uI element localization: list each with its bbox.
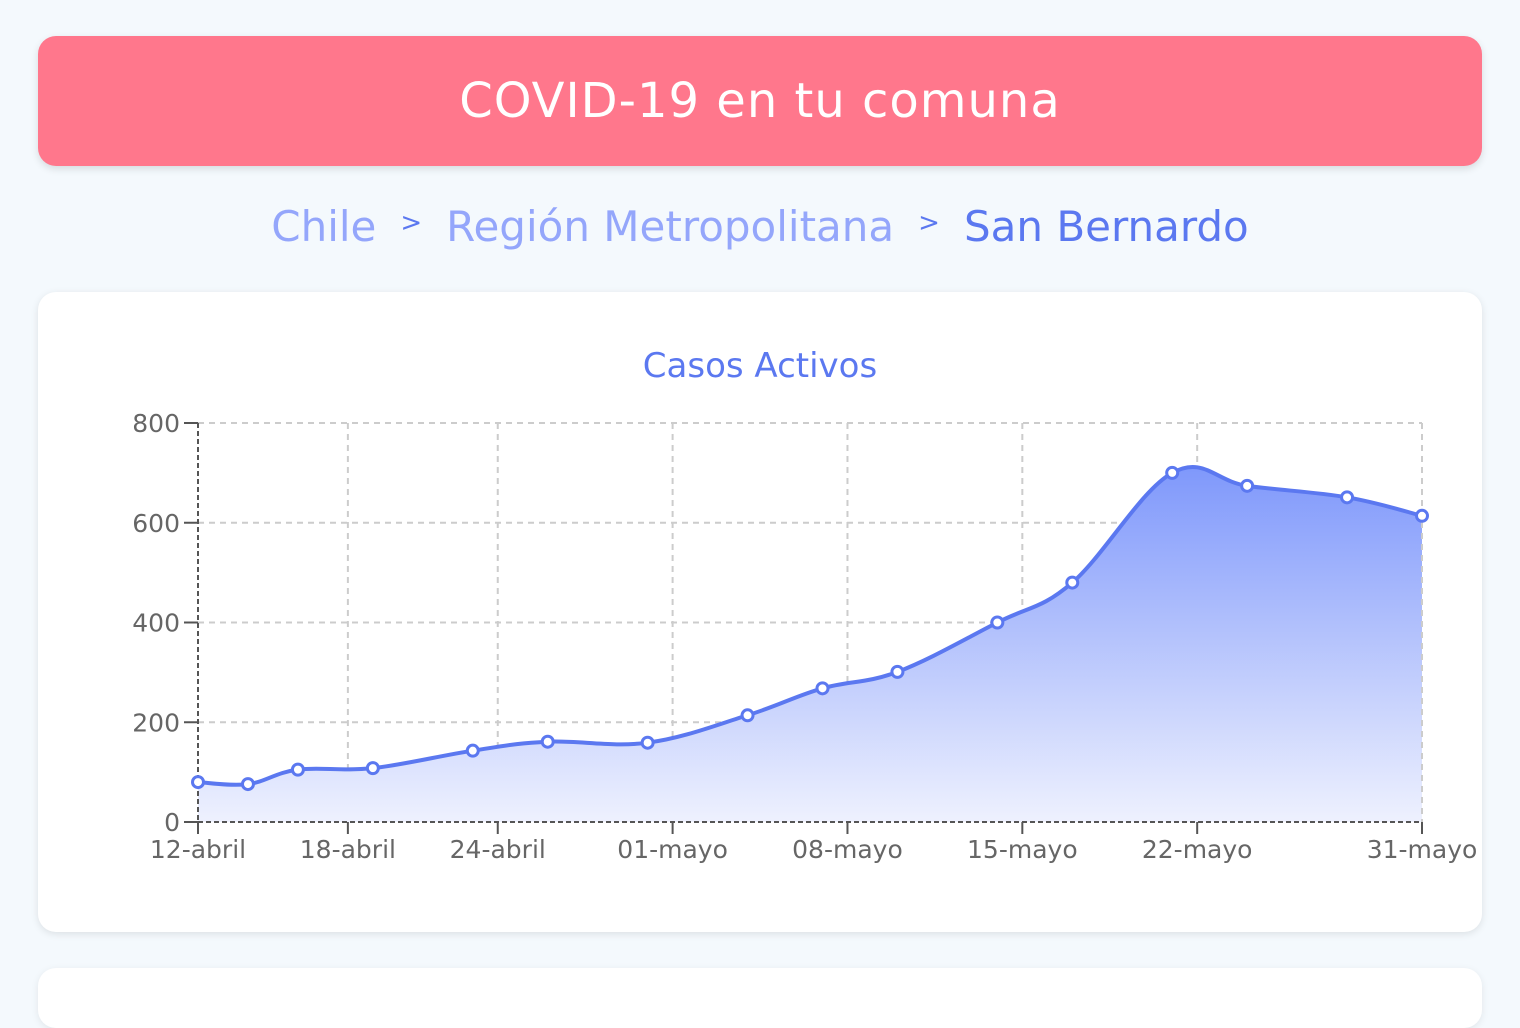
breadcrumb-separator: > [918,208,940,238]
data-point [365,761,380,776]
breadcrumb-item-comuna: San Bernardo [963,201,1249,251]
data-point [990,615,1005,630]
data-point [1340,490,1355,505]
y-tick-label: 800 [132,409,180,438]
data-point [740,708,755,723]
breadcrumb-item-region[interactable]: Región Metropolitana [446,201,895,251]
next-card [38,968,1482,1028]
y-tick-label: 200 [132,708,180,737]
data-point [1165,465,1180,480]
x-tick-label: 12-abril [150,835,246,864]
breadcrumb-item-country[interactable]: Chile [271,201,377,251]
chart-card: Casos Activos 0 200 400 600 800 12-abril 18-ab… [38,292,1482,932]
x-tick-label: 01-mayo [617,835,728,864]
data-point [540,734,555,749]
y-tick-label: 400 [132,609,180,638]
x-tick-label: 24-abril [450,835,546,864]
app-header: COVID-19 en tu comuna [38,36,1482,166]
active-cases-chart: 0 200 400 600 800 12-abril 18-abril 24-abril 01-… [132,409,1478,864]
breadcrumb-separator: > [400,208,423,238]
y-tick-label: 600 [132,509,180,538]
x-tick-label: 22-mayo [1142,835,1253,864]
data-point [1415,508,1429,523]
area-fill [198,466,1422,822]
y-tick-label: 0 [164,808,180,837]
x-tick-label: 18-abril [300,835,396,864]
data-point [1065,575,1080,590]
data-point [815,681,830,696]
data-point [465,743,480,758]
data-point [240,777,255,792]
x-tick-label: 08-mayo [792,835,903,864]
page-title: COVID-19 en tu comuna [459,73,1061,129]
data-point [890,664,905,679]
x-tick-label: 15-mayo [967,835,1078,864]
data-point [191,775,205,790]
breadcrumb: Chile > Región Metropolitana > San Berna… [0,196,1520,256]
x-tick-label: 31-mayo [1367,835,1478,864]
data-point [640,735,655,750]
data-point [1240,478,1255,493]
chart-title: Casos Activos [642,346,878,386]
data-point [290,762,305,777]
